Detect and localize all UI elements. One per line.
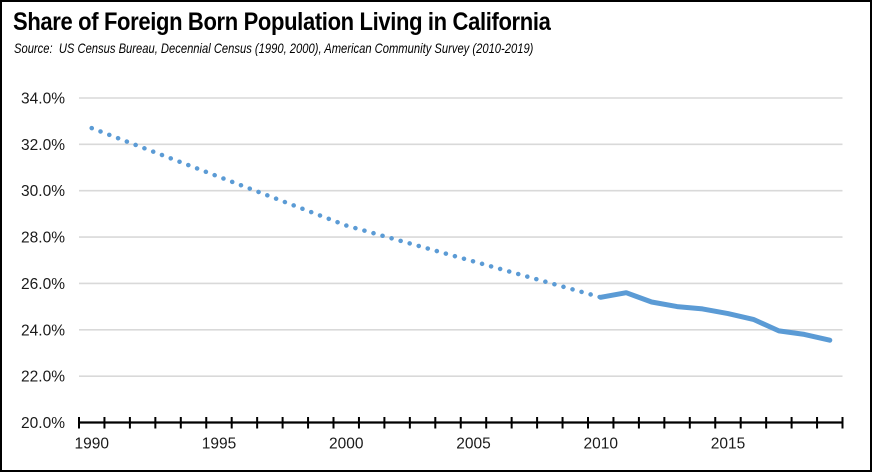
- chart-title: Share of Foreign Born Population Living …: [13, 8, 551, 36]
- x-axis-tick-label: 2000: [329, 436, 364, 453]
- y-axis-tick-label: 20.0%: [21, 415, 65, 432]
- x-axis-tick-label: 2005: [456, 436, 490, 453]
- y-axis-tick-label: 30.0%: [21, 183, 65, 200]
- acs-annual-line: [598, 290, 833, 343]
- y-axis-tick-label: 22.0%: [21, 369, 65, 386]
- x-axis-tick-label: 1995: [202, 436, 236, 453]
- x-axis-tick-label: 2010: [583, 436, 618, 453]
- y-axis-tick-label: 34.0%: [21, 91, 65, 108]
- x-axis-tick-label: 2015: [711, 436, 745, 453]
- decennial-interpolated-line: [89, 125, 603, 300]
- y-axis-tick-label: 32.0%: [21, 137, 65, 154]
- chart-source-note: Source: US Census Bureau, Decennial Cens…: [14, 40, 534, 56]
- y-axis-tick-label: 26.0%: [21, 276, 65, 293]
- y-axis-tick-label: 24.0%: [21, 322, 65, 339]
- y-axis-tick-label: 28.0%: [21, 230, 65, 247]
- x-axis-tick-label: 1990: [74, 436, 109, 453]
